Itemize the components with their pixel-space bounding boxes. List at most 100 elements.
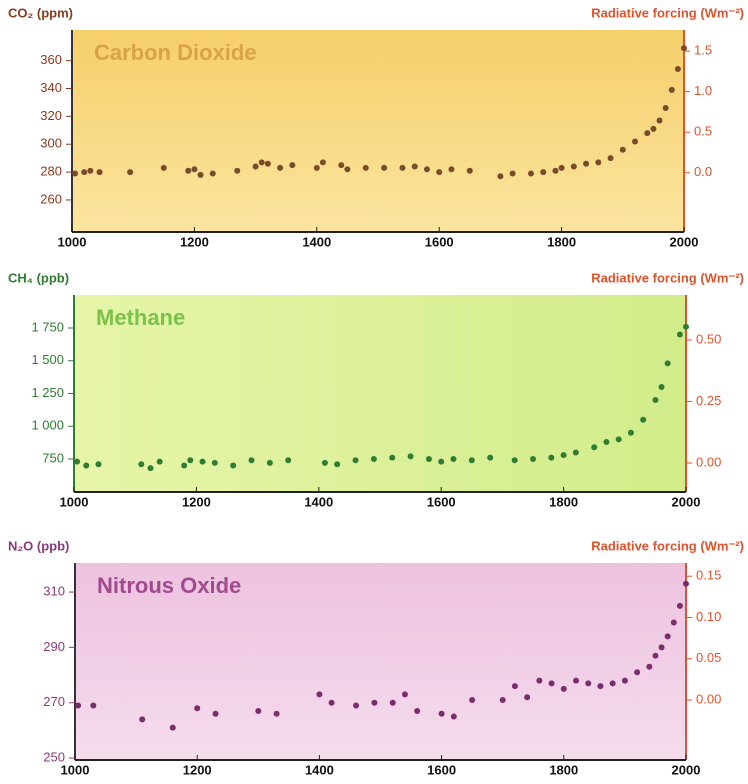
data-point (72, 170, 78, 176)
x-tick-label: 2000 (672, 762, 701, 777)
data-point (439, 711, 445, 717)
data-point (652, 397, 658, 403)
data-point (548, 455, 554, 461)
data-point (234, 168, 240, 174)
data-point (595, 159, 601, 165)
data-point (402, 691, 408, 697)
data-point (230, 463, 236, 469)
x-tick-label: 1600 (427, 494, 456, 509)
data-point (524, 694, 530, 700)
data-point (634, 669, 640, 675)
data-point (414, 708, 420, 714)
data-point (363, 165, 369, 171)
data-point (412, 164, 418, 170)
data-point (371, 456, 377, 462)
data-point (353, 457, 359, 463)
data-point (83, 463, 89, 469)
data-point (610, 680, 616, 686)
x-tick-label: 1800 (549, 494, 578, 509)
data-point (561, 686, 567, 692)
x-tick-label: 1200 (180, 234, 209, 249)
data-point (500, 697, 506, 703)
data-point (669, 87, 675, 93)
y2-tick-label: 0.05 (696, 650, 721, 665)
data-point (274, 711, 280, 717)
y2-tick-label: 0.25 (696, 393, 721, 408)
data-point (657, 118, 663, 124)
y-tick-label: 300 (40, 136, 62, 151)
data-point (97, 169, 103, 175)
data-point (451, 714, 457, 720)
data-point (320, 159, 326, 165)
x-tick-label: 1000 (61, 762, 90, 777)
data-point (87, 168, 93, 174)
y2-tick-label: 0.5 (694, 124, 712, 139)
data-point (585, 680, 591, 686)
data-point (316, 691, 322, 697)
data-point (659, 644, 665, 650)
y-axis-label: CH₄ (ppb) (8, 270, 69, 285)
y-tick-label: 340 (40, 80, 62, 95)
data-point (469, 697, 475, 703)
data-point (608, 155, 614, 161)
y2-tick-label: 1.0 (694, 83, 712, 98)
data-point (399, 165, 405, 171)
data-point (198, 172, 204, 178)
data-point (552, 168, 558, 174)
data-point (139, 716, 145, 722)
data-point (213, 711, 219, 717)
data-point (148, 465, 154, 471)
y-axis-label: CO₂ (ppm) (8, 5, 73, 20)
data-point (665, 633, 671, 639)
y-tick-label: 270 (43, 694, 65, 709)
chart-title: Nitrous Oxide (97, 573, 241, 598)
data-point (265, 161, 271, 167)
data-point (289, 162, 295, 168)
data-point (540, 169, 546, 175)
data-point (663, 105, 669, 111)
data-point (285, 457, 291, 463)
data-point (620, 147, 626, 153)
y-tick-label: 750 (42, 450, 64, 465)
data-point (191, 166, 197, 172)
y2-tick-label: 0.15 (696, 568, 721, 583)
x-tick-label: 1400 (302, 234, 331, 249)
data-point (344, 166, 350, 172)
data-point (683, 581, 689, 587)
y-axis-label: N₂O (ppb) (8, 538, 69, 553)
data-point (194, 705, 200, 711)
data-point (512, 457, 518, 463)
data-point (200, 459, 206, 465)
chart-title: Methane (96, 305, 185, 330)
y2-tick-label: 0.0 (694, 164, 712, 179)
y-tick-label: 1 750 (31, 319, 64, 334)
x-tick-label: 2000 (670, 234, 699, 249)
data-point (683, 324, 689, 330)
x-tick-label: 1400 (305, 762, 334, 777)
data-point (448, 166, 454, 172)
data-point (536, 678, 542, 684)
data-point (338, 162, 344, 168)
x-tick-label: 1800 (549, 762, 578, 777)
data-point (389, 455, 395, 461)
y-tick-label: 280 (40, 164, 62, 179)
x-tick-label: 1600 (425, 234, 454, 249)
data-point (467, 168, 473, 174)
data-point (170, 725, 176, 731)
data-point (277, 165, 283, 171)
data-point (530, 456, 536, 462)
data-point (161, 165, 167, 171)
data-point (677, 332, 683, 338)
data-point (322, 460, 328, 466)
y-tick-label: 290 (43, 639, 65, 654)
data-point (81, 169, 87, 175)
data-point (677, 603, 683, 609)
data-point (408, 453, 414, 459)
data-point (436, 169, 442, 175)
data-point (381, 165, 387, 171)
y-tick-label: 1 250 (31, 385, 64, 400)
data-point (640, 417, 646, 423)
data-point (75, 702, 81, 708)
x-tick-label: 1600 (427, 762, 456, 777)
data-point (181, 463, 187, 469)
